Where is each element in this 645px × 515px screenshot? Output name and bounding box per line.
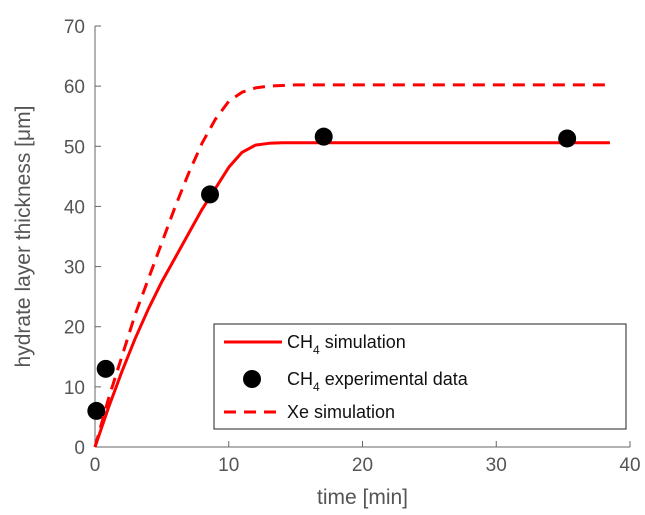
series-line-2 (93, 83, 610, 448)
legend: CH4 simulation CH4 experimental data Xe si… (213, 323, 627, 430)
legend-box (213, 323, 627, 430)
y-tick-label-6: 60 (64, 77, 85, 98)
series-line-0 (93, 141, 610, 448)
y-tick-label-4: 40 (64, 197, 85, 218)
legend-label-1: CH4 experimental data (287, 369, 469, 394)
data-point-1-3 (314, 127, 333, 146)
x-tick-label-3: 30 (486, 455, 507, 476)
data-point-1-0 (87, 401, 106, 420)
y-tick-label-7: 70 (64, 17, 85, 38)
legend-label-2: Xe simulation (287, 402, 395, 422)
y-tick-label-2: 20 (64, 318, 85, 339)
y-tick-label-1: 10 (64, 378, 85, 399)
y-axis-title: hydrate layer thickness [μm] (12, 106, 35, 368)
y-tick-label-0: 0 (74, 438, 85, 459)
axes: 0 10 20 30 40 0 10 20 30 40 50 60 70 (64, 17, 641, 476)
x-tick-label-1: 10 (218, 455, 239, 476)
y-tick-label-5: 50 (64, 137, 85, 158)
data-point-1-1 (96, 359, 115, 378)
legend-marker-1 (243, 370, 261, 388)
legend-label-0: CH4 simulation (287, 332, 406, 357)
data-point-1-2 (201, 185, 220, 204)
x-tick-label-2: 20 (352, 455, 373, 476)
data-point-1-4 (558, 129, 577, 148)
series-layer (87, 83, 610, 448)
y-tick-label-3: 30 (64, 258, 85, 279)
x-tick-label-4: 40 (619, 455, 640, 476)
x-tick-label-0: 0 (90, 455, 101, 476)
x-axis-title: time [min] (317, 486, 408, 509)
